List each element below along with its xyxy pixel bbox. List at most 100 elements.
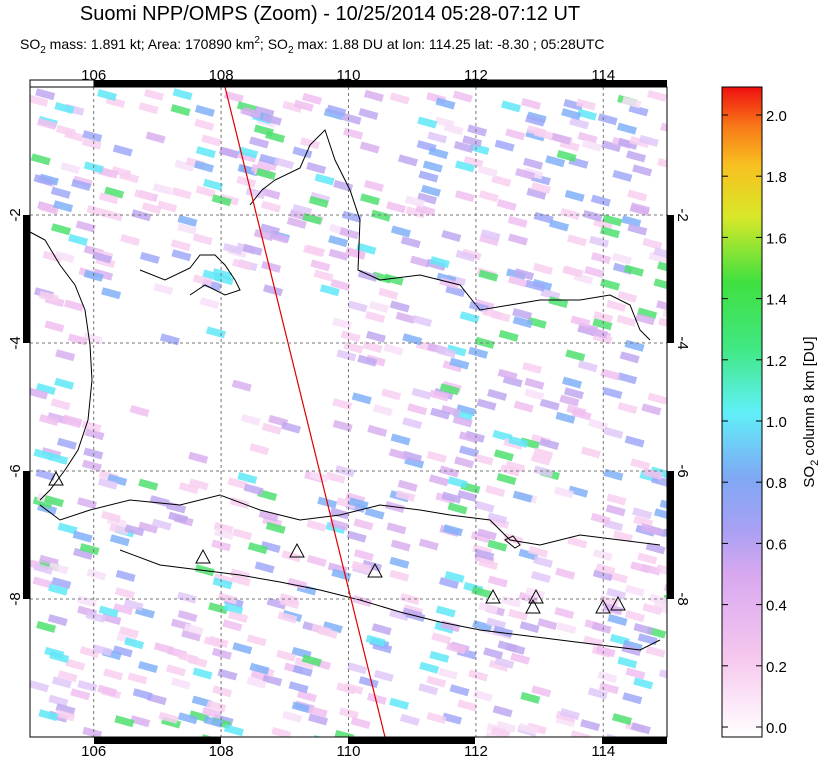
so2-pixel: [127, 672, 148, 685]
so2-pixel: [346, 530, 367, 543]
so2-pixel: [539, 398, 560, 411]
so2-pixel: [100, 510, 121, 523]
so2-pixel: [329, 507, 350, 520]
so2-pixel: [230, 574, 251, 587]
so2-pixel: [112, 645, 133, 658]
so2-pixel: [277, 611, 298, 624]
so2-pixel: [452, 90, 473, 103]
so2-pixel: [261, 422, 282, 435]
so2-pixel: [260, 187, 281, 200]
so2-pixel: [241, 106, 262, 119]
so2-pixel: [455, 249, 476, 262]
so2-pixel: [92, 644, 113, 657]
so2-pixel: [616, 122, 637, 135]
so2-pixel: [630, 202, 651, 215]
so2-pixel: [265, 130, 286, 143]
so2-pixel: [326, 104, 347, 117]
volcano: [595, 598, 611, 614]
subtitle-part: SO: [20, 36, 40, 52]
orbit-edge: [224, 86, 386, 738]
so2-pixel: [439, 277, 460, 290]
so2-pixel: [556, 622, 577, 635]
so2-pixel: [358, 108, 379, 121]
so2-pixel: [347, 300, 368, 313]
so2-pixel: [554, 607, 575, 620]
so2-pixel: [363, 179, 384, 192]
so2-pixel: [314, 173, 335, 186]
label-part: SO: [801, 466, 818, 488]
so2-pixel: [372, 404, 393, 417]
lon-tick-label: 106: [81, 67, 106, 84]
so2-pixel: [624, 435, 645, 448]
so2-pixel: [438, 576, 459, 589]
so2-pixel: [328, 248, 349, 261]
subtitle-part: 2: [288, 45, 294, 56]
so2-pixel: [170, 677, 191, 690]
so2-pixel: [531, 685, 552, 698]
so2-pixel: [490, 726, 511, 737]
so2-pixel: [584, 266, 605, 279]
so2-pixel: [199, 297, 220, 310]
so2-pixel: [203, 636, 224, 649]
so2-pixel: [212, 577, 233, 590]
so2-pixel: [551, 132, 572, 145]
so2-pixel: [590, 252, 611, 265]
so2-pixel: [261, 113, 282, 126]
so2-pixel: [642, 468, 663, 481]
so2-pixel: [436, 346, 457, 359]
so2-pixel: [449, 684, 470, 697]
lon-tick-label: 114: [591, 67, 615, 84]
so2-pixel: [575, 98, 596, 111]
so2-pixel: [537, 618, 558, 631]
so2-pixel: [505, 642, 526, 655]
subtitle-part: ; SO: [260, 36, 288, 52]
so2-pixel: [431, 632, 452, 645]
so2-pixel: [496, 473, 517, 486]
colorbar-tick-label: 1.2: [766, 353, 787, 370]
so2-pixel: [171, 249, 192, 262]
so2-pixel: [302, 212, 323, 225]
so2-pixel: [483, 647, 504, 660]
so2-pixel: [202, 734, 214, 737]
so2-pixel: [508, 608, 529, 621]
colorbar: [721, 86, 763, 738]
lon-tick-label: 110: [337, 67, 361, 84]
so2-pixel: [48, 694, 69, 707]
so2-pixel: [658, 669, 667, 679]
so2-pixel: [55, 124, 76, 137]
so2-pixel: [345, 248, 366, 261]
so2-pixel: [390, 225, 411, 238]
so2-pixel: [524, 388, 545, 401]
so2-pixel: [368, 300, 389, 313]
so2-pixel: [660, 122, 667, 132]
so2-pixel: [96, 89, 117, 102]
so2-pixel: [246, 634, 267, 647]
so2-pixel: [659, 499, 667, 509]
so2-pixel: [457, 699, 478, 712]
so2-pixel: [56, 437, 77, 450]
so2-pixel: [417, 192, 438, 205]
so2-pixel: [647, 89, 667, 102]
so2-pixel: [656, 300, 667, 311]
so2-pixel: [159, 333, 180, 346]
so2-pixel: [236, 175, 257, 188]
so2-pixel: [364, 507, 385, 520]
so2-pixel: [330, 279, 351, 292]
so2-pixel: [39, 202, 60, 215]
so2-pixel: [357, 354, 378, 367]
so2-pixel: [570, 730, 591, 737]
so2-pixel: [351, 392, 372, 405]
so2-pixel: [533, 465, 554, 478]
so2-pixel: [577, 131, 598, 144]
so2-pixel: [328, 235, 349, 248]
so2-pixel: [38, 414, 59, 427]
so2-pixel: [362, 341, 383, 354]
so2-pixel: [602, 214, 623, 227]
so2-pixel: [474, 336, 495, 349]
lat-tick-label: -2: [7, 208, 24, 221]
so2-pixel: [194, 104, 215, 117]
so2-pixel: [54, 250, 75, 263]
so2-pixel: [395, 489, 416, 502]
so2-pixel: [633, 677, 654, 690]
volcano: [367, 562, 383, 578]
